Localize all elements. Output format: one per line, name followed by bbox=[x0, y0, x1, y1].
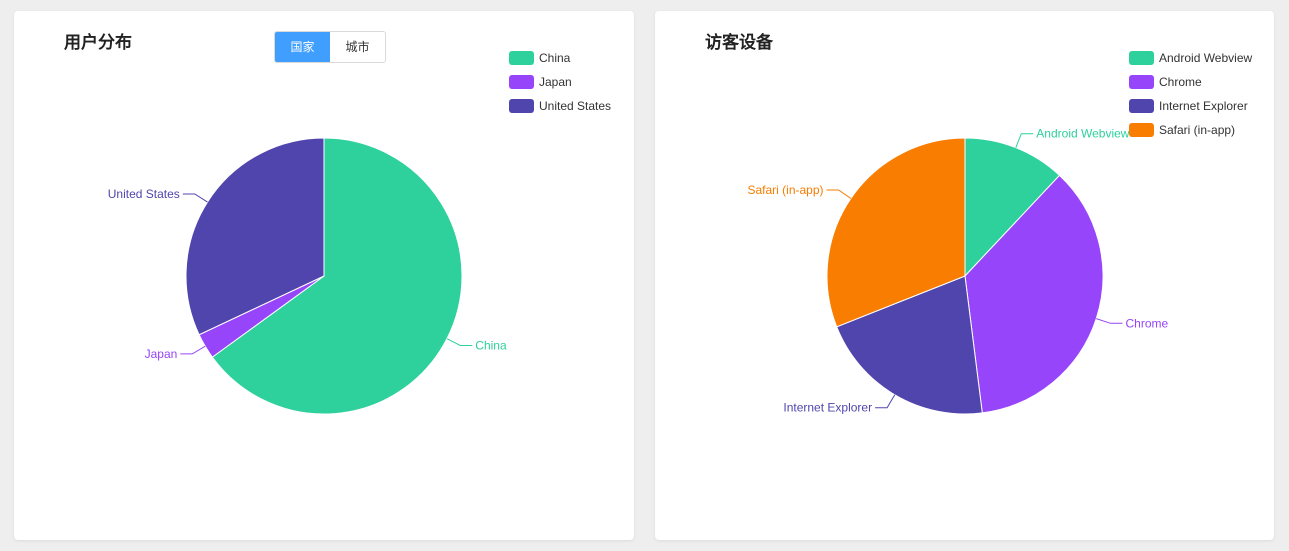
user-distribution-legend: China Japan United States bbox=[509, 46, 611, 118]
label-line-safari-in-app bbox=[826, 189, 852, 199]
pie-slice-android-webview[interactable] bbox=[964, 137, 1061, 278]
label-line-chrome bbox=[1096, 318, 1123, 324]
legend-item-internet-explorer[interactable]: Internet Explorer bbox=[1129, 94, 1252, 118]
visitor-device-legend: Android Webview Chrome Internet Explorer Sa… bbox=[1129, 46, 1252, 142]
legend-item-china[interactable]: China bbox=[509, 46, 611, 70]
slice-label-chrome: Chrome bbox=[1126, 316, 1169, 330]
legend-label: Chrome bbox=[1159, 75, 1202, 89]
legend-item-chrome[interactable]: Chrome bbox=[1129, 70, 1252, 94]
slice-label-internet-explorer: Internet Explorer bbox=[783, 401, 872, 415]
toggle-country-button[interactable]: 国家 bbox=[275, 32, 330, 62]
slice-label-china: China bbox=[475, 339, 507, 353]
legend-label: Android Webview bbox=[1159, 51, 1253, 65]
legend-label: Safari (in-app) bbox=[1159, 123, 1236, 137]
legend-label: United States bbox=[539, 99, 612, 113]
legend-item-android-webview[interactable]: Android Webview bbox=[1129, 46, 1252, 70]
slice-label-japan: Japan bbox=[145, 347, 178, 361]
label-line-japan bbox=[180, 345, 206, 355]
slice-label-safari-in-app: Safari (in-app) bbox=[747, 183, 823, 197]
legend-swatch bbox=[509, 99, 534, 113]
user-distribution-card: 用户分布 国家 城市 China Japan United States China… bbox=[14, 11, 634, 540]
user-distribution-title: 用户分布 bbox=[64, 33, 132, 53]
slice-label-android-webview: Android Webview bbox=[1036, 127, 1129, 141]
slice-label-united-states: United States bbox=[108, 187, 180, 201]
legend-swatch bbox=[509, 51, 534, 65]
visitor-device-card: 访客设备 Android Webview Chrome Internet Explo… bbox=[655, 11, 1274, 540]
visitor-device-pie: Android Webview Chrome Internet Explorer Sa… bbox=[747, 127, 1169, 415]
legend-swatch bbox=[1129, 123, 1154, 137]
country-city-toggle: 国家 城市 bbox=[274, 31, 386, 63]
pie-slice-internet-explorer[interactable] bbox=[836, 275, 983, 415]
legend-swatch bbox=[1129, 99, 1154, 113]
user-distribution-pie: China Japan United States bbox=[108, 137, 507, 415]
legend-label: China bbox=[539, 51, 571, 65]
legend-swatch bbox=[1129, 75, 1154, 89]
legend-item-safari-in-app[interactable]: Safari (in-app) bbox=[1129, 118, 1252, 142]
pie-slice-united-states[interactable] bbox=[185, 137, 325, 336]
pie-slice-china[interactable] bbox=[211, 137, 463, 415]
visitor-device-title: 访客设备 bbox=[705, 33, 773, 53]
legend-item-united-states[interactable]: United States bbox=[509, 94, 611, 118]
legend-label: Japan bbox=[539, 75, 572, 89]
legend-swatch bbox=[509, 75, 534, 89]
label-line-united-states bbox=[182, 193, 208, 203]
legend-item-japan[interactable]: Japan bbox=[509, 70, 611, 94]
label-line-china bbox=[446, 338, 473, 346]
toggle-city-button[interactable]: 城市 bbox=[330, 32, 385, 62]
label-line-internet-explorer bbox=[875, 394, 896, 409]
legend-swatch bbox=[1129, 51, 1154, 65]
label-line-android-webview bbox=[1015, 133, 1034, 148]
legend-label: Internet Explorer bbox=[1159, 99, 1248, 113]
